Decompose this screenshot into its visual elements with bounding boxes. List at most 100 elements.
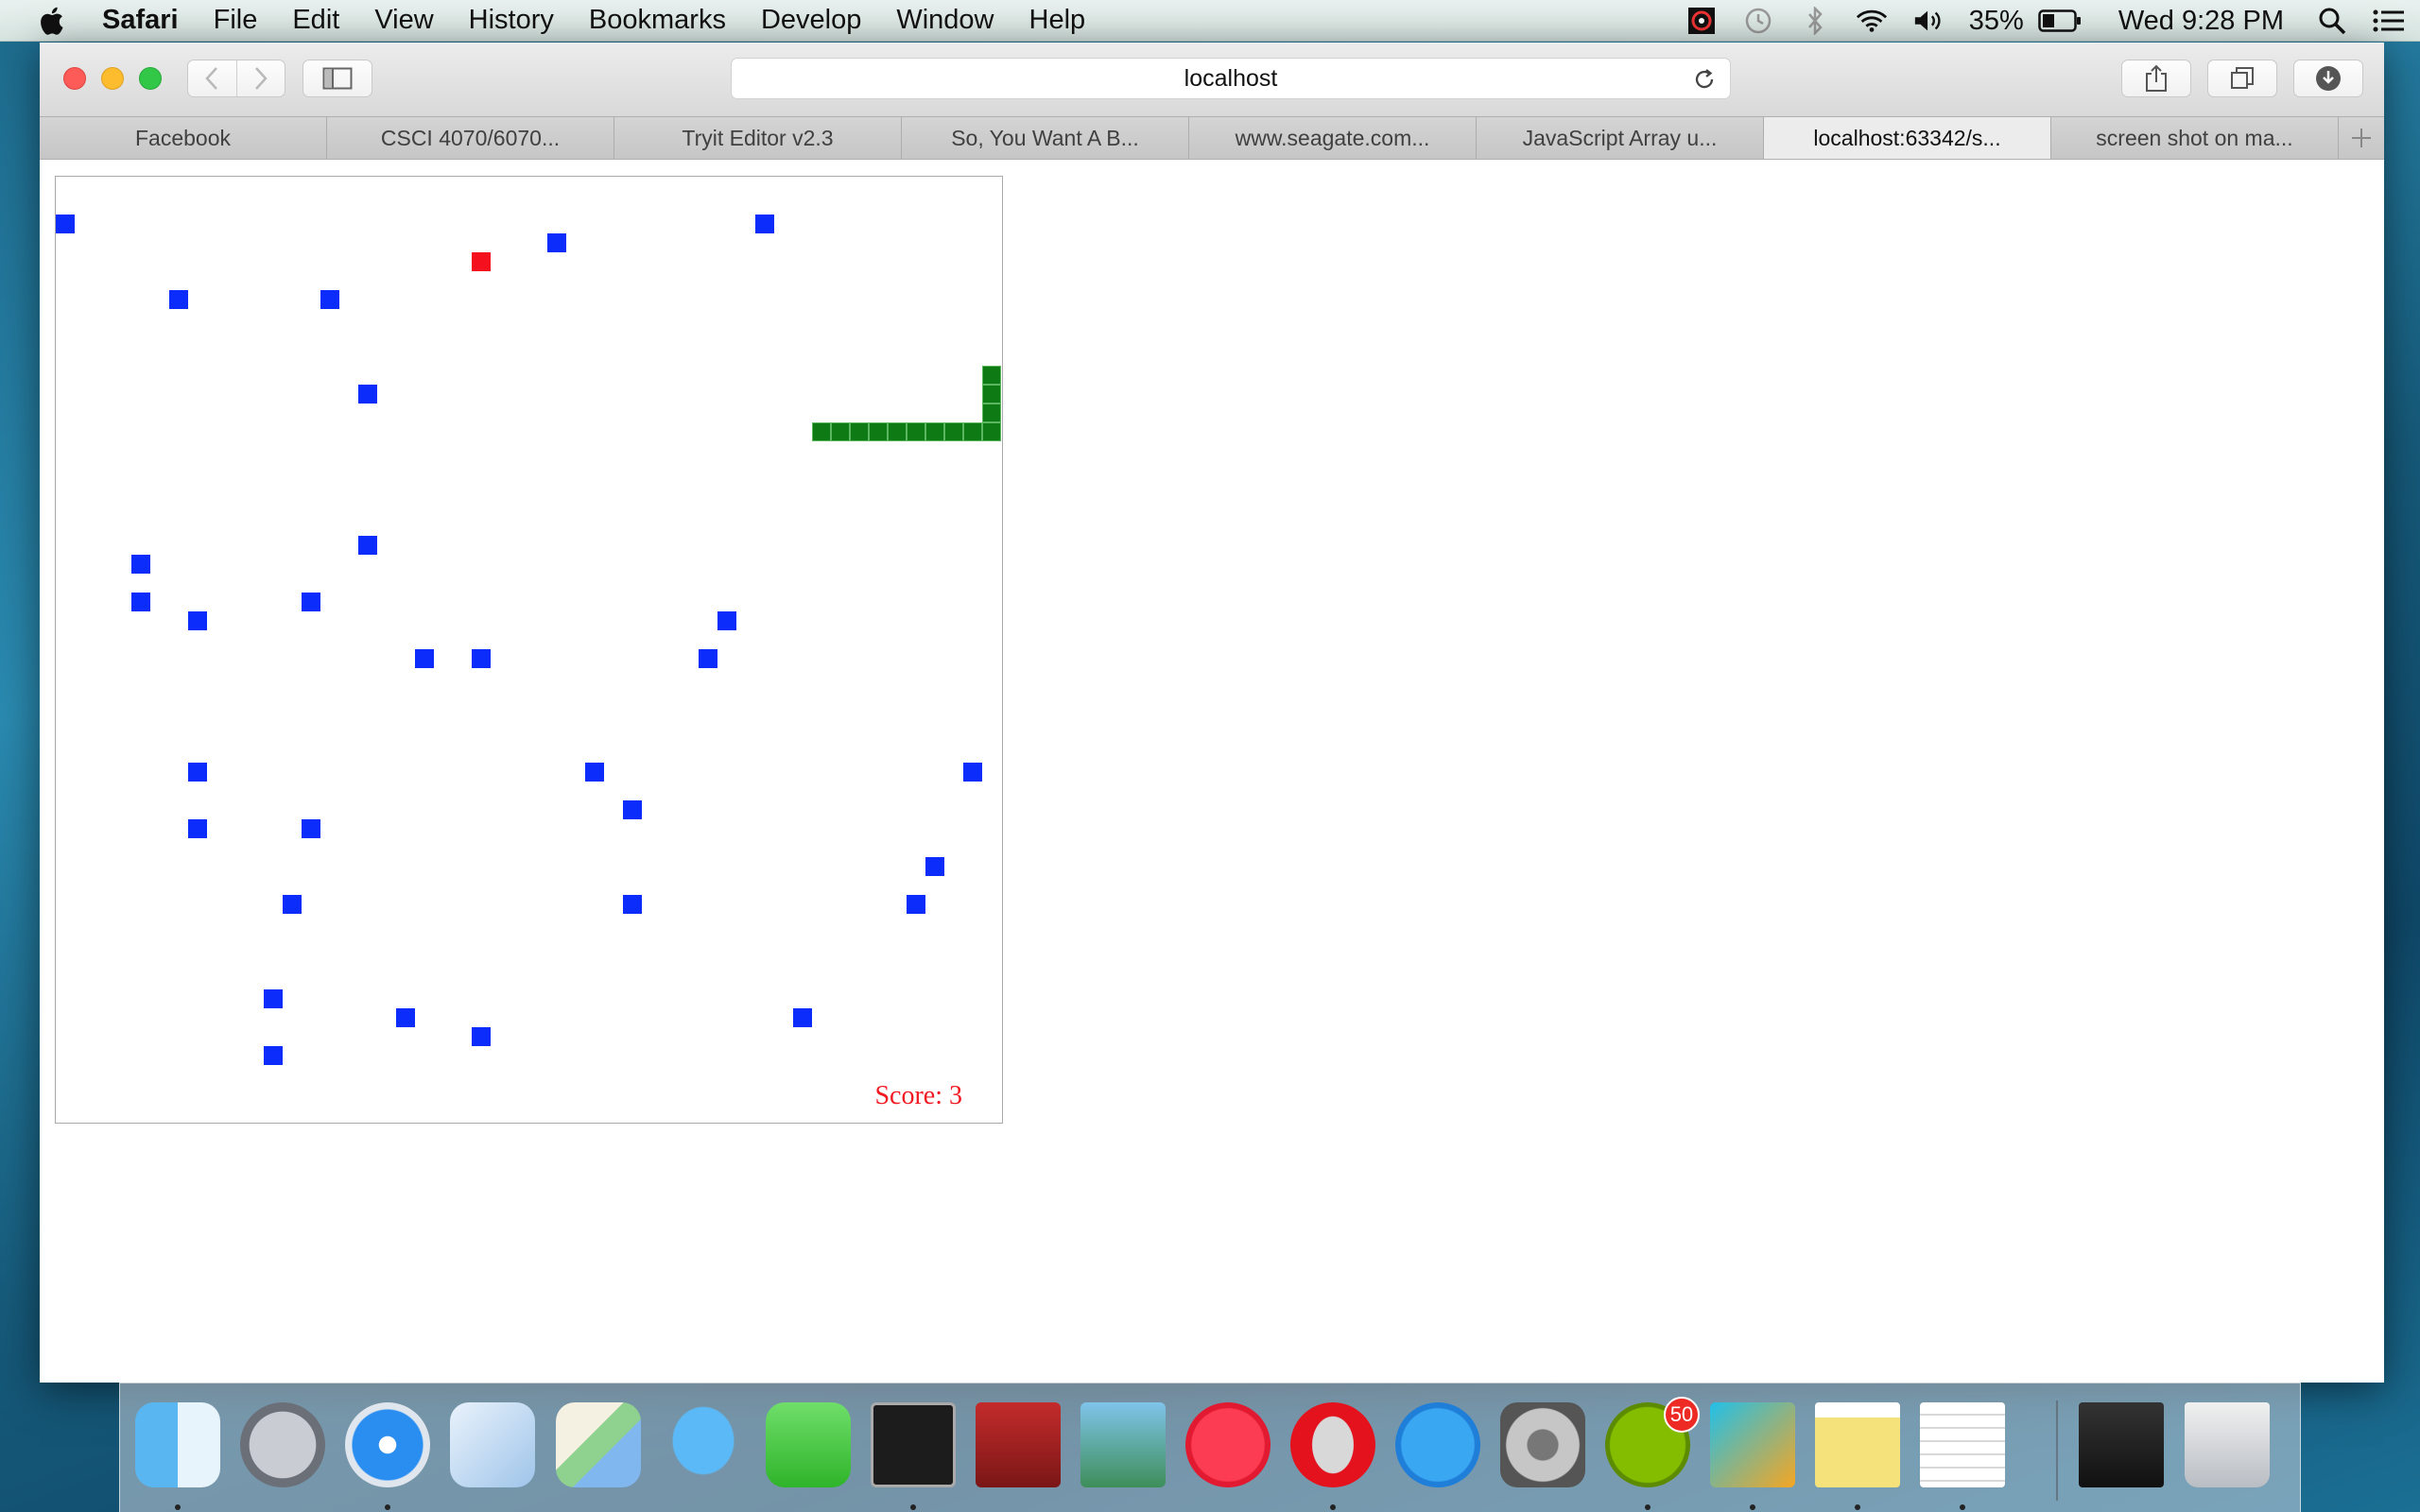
browser-toolbar: localhost (40, 43, 2384, 116)
screen-recorder-icon[interactable] (1685, 5, 1718, 37)
menu-develop[interactable]: Develop (760, 5, 862, 35)
tab-facebook[interactable]: Facebook (40, 117, 327, 159)
terminal-icon[interactable] (870, 1402, 956, 1487)
minimize-window-button[interactable] (101, 67, 124, 90)
obstacle-block (131, 593, 150, 611)
facetime-icon[interactable] (765, 1402, 851, 1487)
snake-segment (812, 422, 831, 441)
obstacle-block (623, 800, 642, 819)
photo-booth-icon[interactable] (975, 1402, 1061, 1487)
spotlight-search-icon[interactable] (2316, 5, 2348, 37)
obstacle-block (169, 290, 188, 309)
system-preferences-icon[interactable] (1499, 1402, 1585, 1487)
bluetooth-icon[interactable] (1799, 5, 1831, 37)
back-button[interactable] (188, 66, 236, 91)
obstacle-block (699, 649, 717, 668)
tab-csci[interactable]: CSCI 4070/6070... (327, 117, 614, 159)
menu-window[interactable]: Window (896, 5, 994, 35)
menu-app-name[interactable]: Safari (102, 5, 179, 35)
reload-icon[interactable] (1692, 67, 1717, 92)
snake-segment (982, 422, 1001, 441)
tab-label: Tryit Editor v2.3 (682, 125, 834, 150)
close-window-button[interactable] (63, 67, 86, 90)
running-indicator (1960, 1504, 1966, 1510)
menu-history[interactable]: History (468, 5, 554, 35)
menu-edit[interactable]: Edit (292, 5, 340, 35)
obstacle-block (472, 649, 491, 668)
time-machine-icon[interactable] (1742, 5, 1774, 37)
menubar-clock[interactable]: Wed 9:28 PM (2118, 5, 2284, 36)
menu-bookmarks[interactable]: Bookmarks (588, 5, 726, 35)
snake-segment (925, 422, 944, 441)
volume-icon[interactable] (1912, 5, 1945, 37)
obstacle-block (188, 763, 207, 782)
launchpad-icon[interactable] (240, 1402, 326, 1487)
share-button[interactable] (2121, 60, 2191, 97)
notification-center-icon[interactable] (2373, 5, 2405, 37)
obstacle-block (793, 1008, 812, 1027)
mail-icon[interactable] (450, 1402, 536, 1487)
tab-label: localhost:63342/s... (1813, 125, 2001, 150)
running-indicator (1855, 1504, 1861, 1510)
minimized-window-icon[interactable] (2079, 1402, 2164, 1487)
show-all-tabs-button[interactable] (2207, 60, 2277, 97)
obstacle-block (283, 895, 302, 914)
tab-so-you-want[interactable]: So, You Want A B... (902, 117, 1189, 159)
tab-localhost-active[interactable]: localhost:63342/s... (1764, 117, 2051, 159)
address-bar[interactable]: localhost (731, 58, 1731, 99)
forward-button[interactable] (236, 66, 285, 91)
snake-segment (831, 422, 850, 441)
snake-segment (944, 422, 963, 441)
snake-game-board[interactable]: Score: 3 (55, 176, 1003, 1124)
running-indicator (175, 1504, 182, 1510)
messages-icon[interactable] (660, 1402, 746, 1487)
apple-menu-icon[interactable] (36, 4, 70, 38)
maps-icon[interactable] (555, 1402, 641, 1487)
obstacle-block (415, 649, 434, 668)
sidebar-button[interactable] (302, 60, 372, 97)
tab-seagate[interactable]: www.seagate.com... (1189, 117, 1477, 159)
obstacle-block (547, 233, 566, 252)
app-store-icon[interactable] (1394, 1402, 1480, 1487)
snake-head (982, 366, 1001, 385)
sidebar-icon (322, 67, 353, 90)
snake-segment (982, 404, 1001, 422)
trash-icon[interactable] (2185, 1402, 2270, 1487)
dock-separator (2056, 1400, 2058, 1501)
menu-file[interactable]: File (213, 5, 258, 35)
obstacle-block (907, 895, 925, 914)
tab-javascript-array[interactable]: JavaScript Array u... (1477, 117, 1764, 159)
snake-segment (850, 422, 869, 441)
webstorm-icon[interactable] (1709, 1402, 1795, 1487)
safari-icon[interactable] (345, 1402, 431, 1487)
snake-segment (888, 422, 907, 441)
menu-view[interactable]: View (374, 5, 434, 35)
battery-icon[interactable] (2037, 5, 2083, 37)
food-block (472, 252, 491, 271)
menu-help[interactable]: Help (1028, 5, 1086, 35)
dock: 50 (119, 1383, 2301, 1512)
iphoto-icon[interactable] (1080, 1402, 1166, 1487)
opera-icon[interactable] (1289, 1402, 1375, 1487)
tabs-overview-icon (2231, 67, 2254, 89)
tab-label: www.seagate.com... (1235, 125, 1430, 150)
downloads-button[interactable] (2293, 60, 2363, 97)
obstacle-block (56, 215, 75, 233)
tab-screen-shot[interactable]: screen shot on ma... (2051, 117, 2339, 159)
obstacle-block (320, 290, 339, 309)
tab-tryit-editor[interactable]: Tryit Editor v2.3 (614, 117, 902, 159)
spotify-icon[interactable]: 50 (1604, 1397, 1700, 1487)
tab-label: CSCI 4070/6070... (380, 125, 561, 150)
snake-segment (963, 422, 982, 441)
new-tab-button[interactable] (2339, 117, 2384, 159)
battery-percentage: 35% (1968, 5, 2024, 36)
textedit-icon[interactable] (1920, 1402, 2006, 1487)
itunes-icon[interactable] (1184, 1402, 1270, 1487)
tab-label: So, You Want A B... (951, 125, 1139, 150)
obstacle-block (755, 215, 774, 233)
notes-icon[interactable] (1815, 1402, 1901, 1487)
fullscreen-window-button[interactable] (139, 67, 162, 90)
safari-window: localhost Facebook CSCI 4070/6070... Try… (40, 43, 2384, 1383)
wifi-icon[interactable] (1856, 5, 1888, 37)
finder-icon[interactable] (135, 1402, 221, 1487)
